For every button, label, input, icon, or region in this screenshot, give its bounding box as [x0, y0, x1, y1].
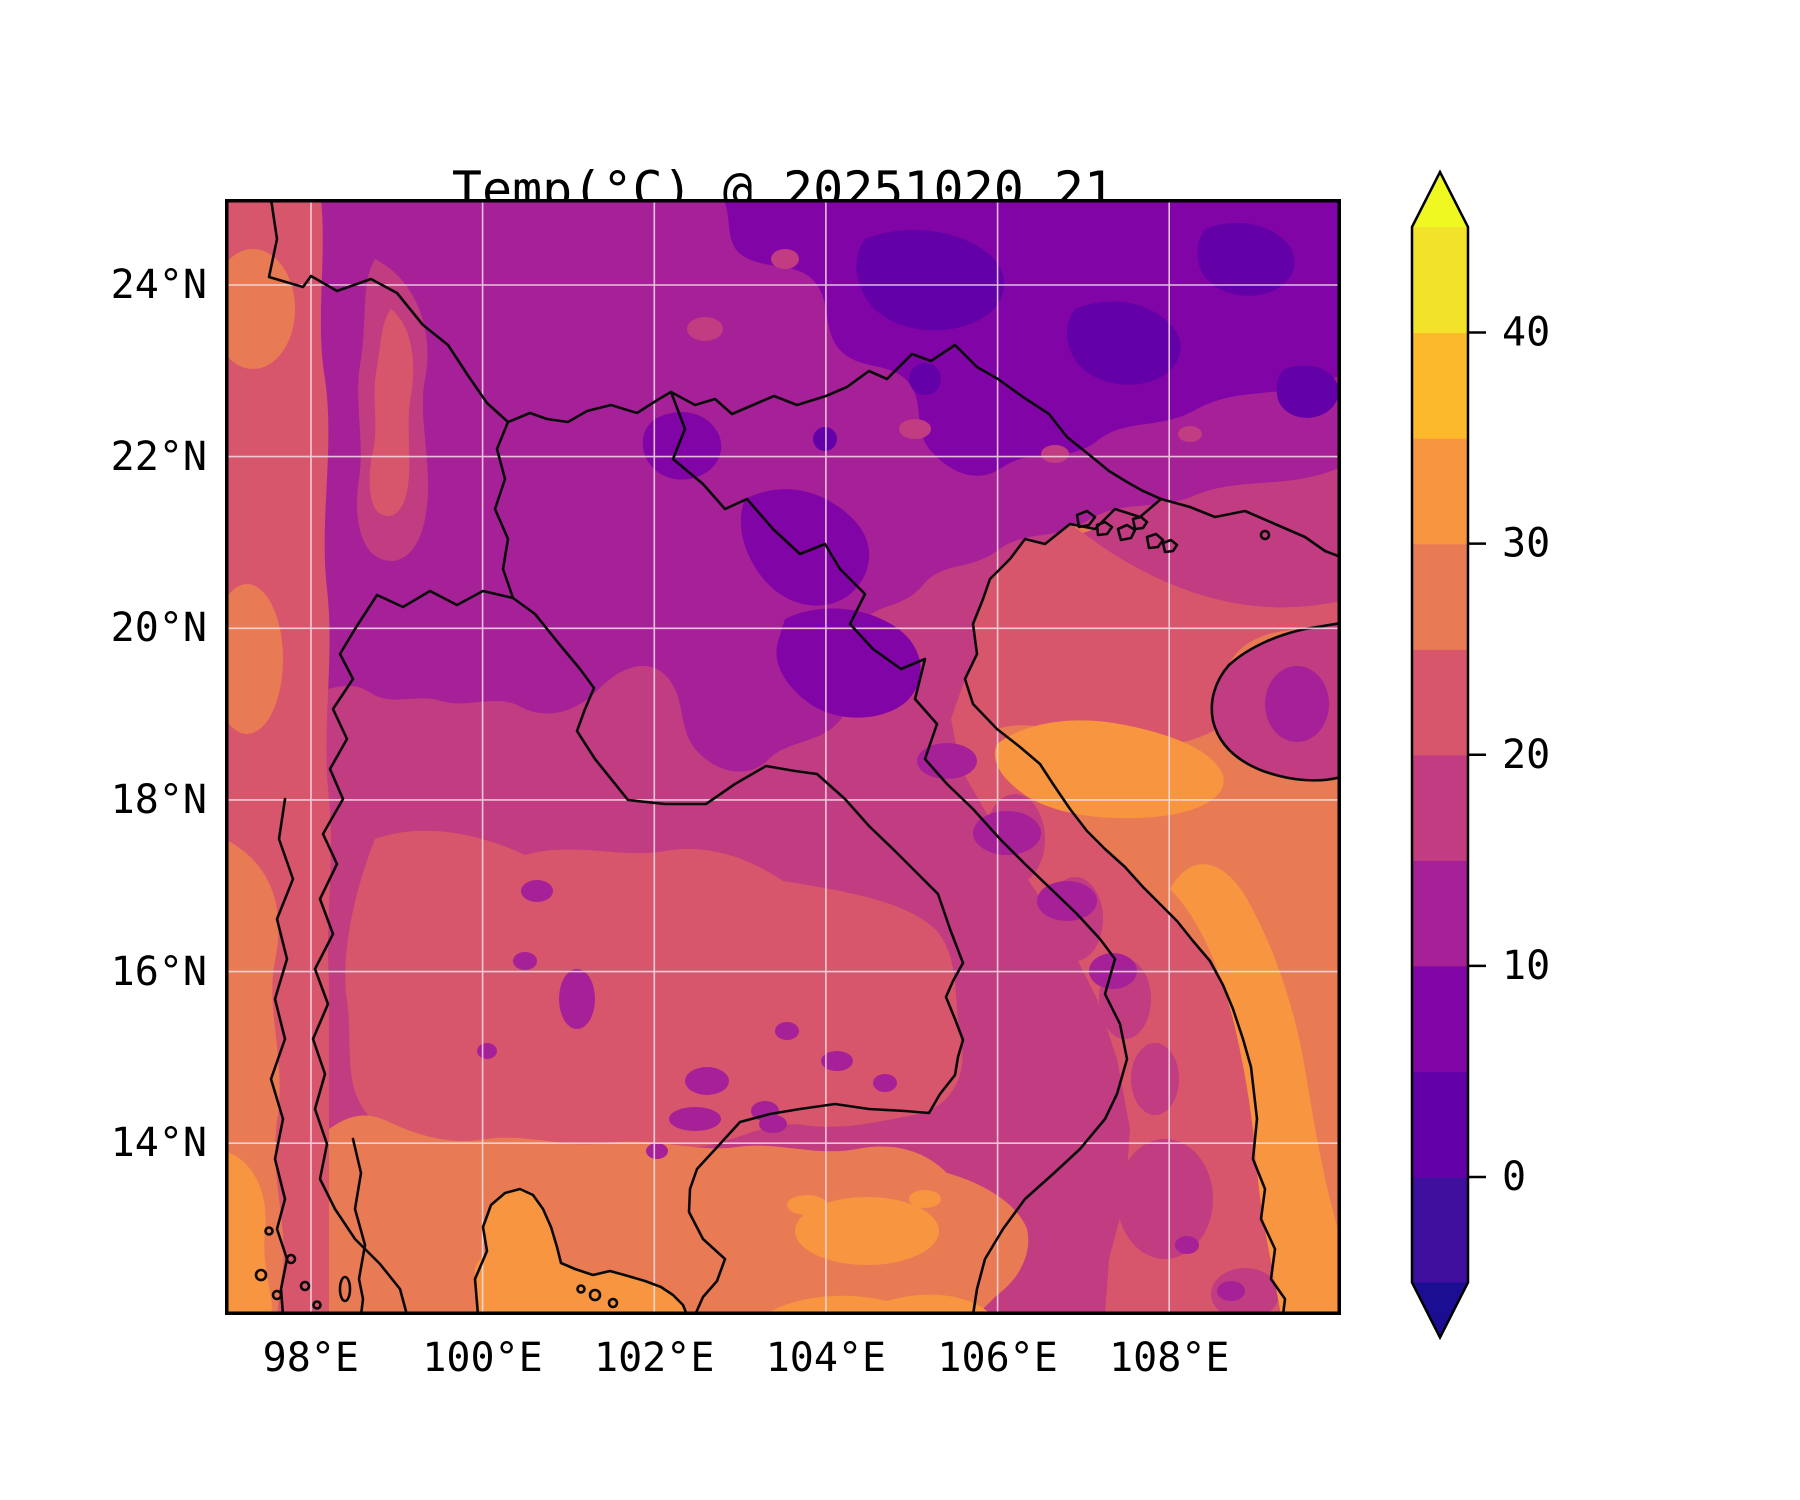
country-borders	[254, 199, 1341, 1315]
map-plot-area	[225, 199, 1341, 1315]
border-thailand-myanmar	[311, 589, 515, 1315]
islet-gulf-tonkin	[1259, 529, 1271, 541]
contour-dot-15-20	[771, 249, 799, 269]
colorbar-segment	[1412, 1176, 1468, 1284]
coastline-china-south	[1159, 497, 1341, 559]
x-tick-label: 98°E	[262, 1335, 360, 1381]
contour-band-30-35-andaman	[225, 1151, 272, 1315]
graticule-gridlines	[225, 199, 1341, 1315]
contour-dot-25-30	[225, 584, 283, 734]
contour-blob-0-5	[909, 363, 941, 395]
contour-blob-5-10	[776, 608, 921, 718]
colorbar-segment	[1412, 438, 1468, 545]
colorbar-segment	[1412, 860, 1468, 967]
sea-30-35-coastal	[1170, 864, 1341, 1315]
islet	[264, 1226, 274, 1236]
islet	[254, 1268, 268, 1282]
x-tick-label: 108°E	[1109, 1335, 1230, 1381]
islet	[607, 1297, 619, 1309]
colorbar-tick-label: 30	[1502, 521, 1550, 567]
contour-band-5-10	[481, 199, 1341, 476]
colorbar-outline	[1410, 169, 1470, 1341]
contour-blob-5-10	[740, 489, 870, 606]
contour-mountain-dots-10-15	[477, 743, 1245, 1301]
contour-dot-15-20	[899, 419, 931, 439]
colorbar-tick-label: 0	[1502, 1154, 1526, 1200]
contour-dot-15-20	[1041, 445, 1069, 463]
colorbar-segment	[1412, 965, 1468, 1072]
islet	[338, 1275, 352, 1303]
islet	[285, 1253, 297, 1265]
y-tick-label: 24°N	[110, 261, 207, 308]
contour-blob-0-5	[813, 427, 837, 451]
colorbar-under-arrow	[1412, 1282, 1468, 1338]
border-thailand-laos-cambodia	[511, 596, 965, 1315]
colorbar-over-arrow	[1412, 172, 1468, 227]
contour-blob-0-5	[1197, 222, 1295, 296]
colorbar-segment	[1412, 227, 1468, 334]
temperature-contour-map	[225, 199, 1341, 1315]
border-laos-vietnam-cambodia	[669, 390, 1129, 1315]
x-tick-label: 102°E	[594, 1335, 715, 1381]
contour-blob-0-5	[1067, 301, 1181, 385]
contour-dot-30-35	[787, 1195, 827, 1215]
colorbar-segment	[1412, 649, 1468, 756]
x-tick-label: 100°E	[422, 1335, 543, 1381]
colorbar-segment	[1412, 754, 1468, 861]
contour-dot-15-20	[1178, 426, 1202, 442]
y-tick-label: 20°N	[110, 605, 207, 652]
sea-20-25-upper-gulf	[965, 524, 1341, 747]
contour-dot-30-35	[909, 1190, 941, 1208]
coastline-myanmar-outer	[269, 797, 295, 1315]
contour-dot-15-20	[687, 317, 723, 341]
contour-dot-15-20	[1117, 1139, 1213, 1259]
islet	[588, 1288, 602, 1302]
islet	[312, 1300, 322, 1310]
contour-streak-20-25	[369, 309, 414, 517]
contour-blob-30-35	[795, 1197, 939, 1265]
y-tick-label: 18°N	[110, 776, 207, 823]
contour-blob-5-10	[642, 412, 722, 480]
x-tick-label: 106°E	[937, 1335, 1058, 1381]
contour-band-30-35-gulf	[474, 1190, 687, 1315]
contour-blob-0-5	[856, 229, 1005, 331]
colorbar-segment	[1412, 543, 1468, 650]
colorbar-tick-label: 10	[1502, 943, 1550, 989]
hainan-highland-10-15	[1265, 666, 1329, 742]
colorbar-segment	[1412, 1071, 1468, 1178]
border-myanmar-laos	[493, 420, 515, 600]
sea-15-20-north	[1083, 499, 1341, 608]
coastline-gulf-of-thailand	[473, 1187, 689, 1315]
islet	[576, 1284, 586, 1294]
colorbar-tick-label: 40	[1502, 310, 1550, 356]
sea-30-35-blob	[994, 720, 1224, 819]
colorbar-tick-label: 20	[1502, 732, 1550, 778]
contour-band-30-35-bottom	[765, 1294, 991, 1315]
y-tick-label: 14°N	[110, 1120, 207, 1167]
map-frame	[225, 199, 1341, 1315]
islets-halong	[1075, 509, 1179, 554]
islet	[299, 1280, 311, 1292]
coastline-myanmar-peninsula	[351, 1137, 367, 1315]
contour-blob-0-5	[1276, 365, 1339, 418]
x-tick-label: 104°E	[765, 1335, 887, 1381]
coastline-vietnam	[963, 497, 1287, 1315]
islet	[271, 1289, 283, 1301]
y-tick-label: 22°N	[110, 433, 207, 480]
border-china	[267, 199, 1163, 501]
contour-dot-15-20	[1131, 1043, 1179, 1115]
y-tick-label: 16°N	[110, 948, 207, 995]
contour-dot-15-20	[1211, 1268, 1279, 1315]
colorbar-segment	[1412, 332, 1468, 439]
